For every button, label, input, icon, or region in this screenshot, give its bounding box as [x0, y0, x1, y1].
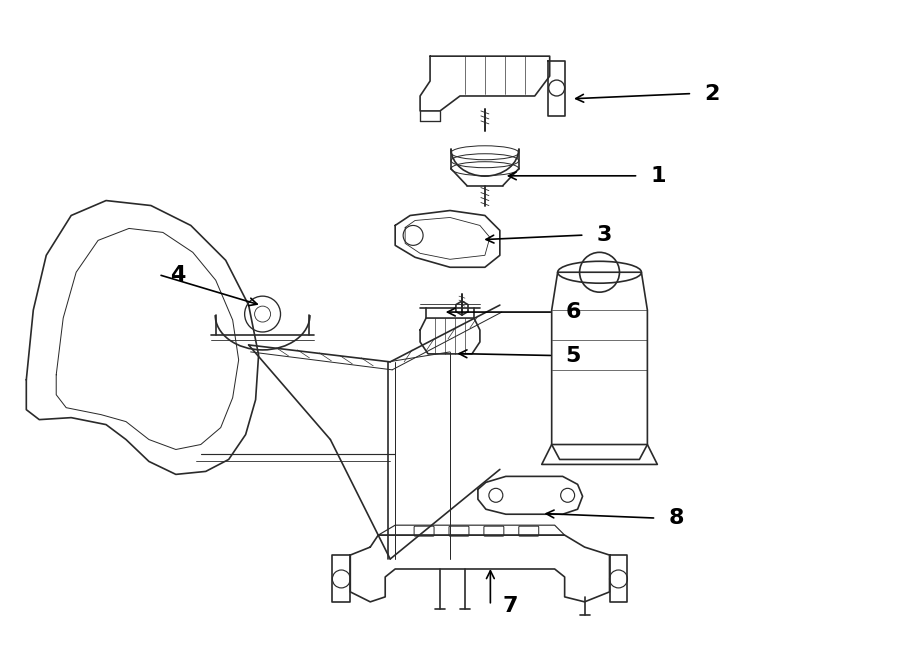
Text: 2: 2 [704, 83, 720, 104]
Text: 3: 3 [597, 225, 612, 245]
Text: 6: 6 [565, 302, 581, 322]
Text: 5: 5 [565, 346, 581, 366]
Text: 4: 4 [170, 264, 185, 284]
Text: 1: 1 [651, 166, 666, 186]
Text: 7: 7 [502, 596, 518, 615]
Text: 8: 8 [669, 508, 684, 528]
